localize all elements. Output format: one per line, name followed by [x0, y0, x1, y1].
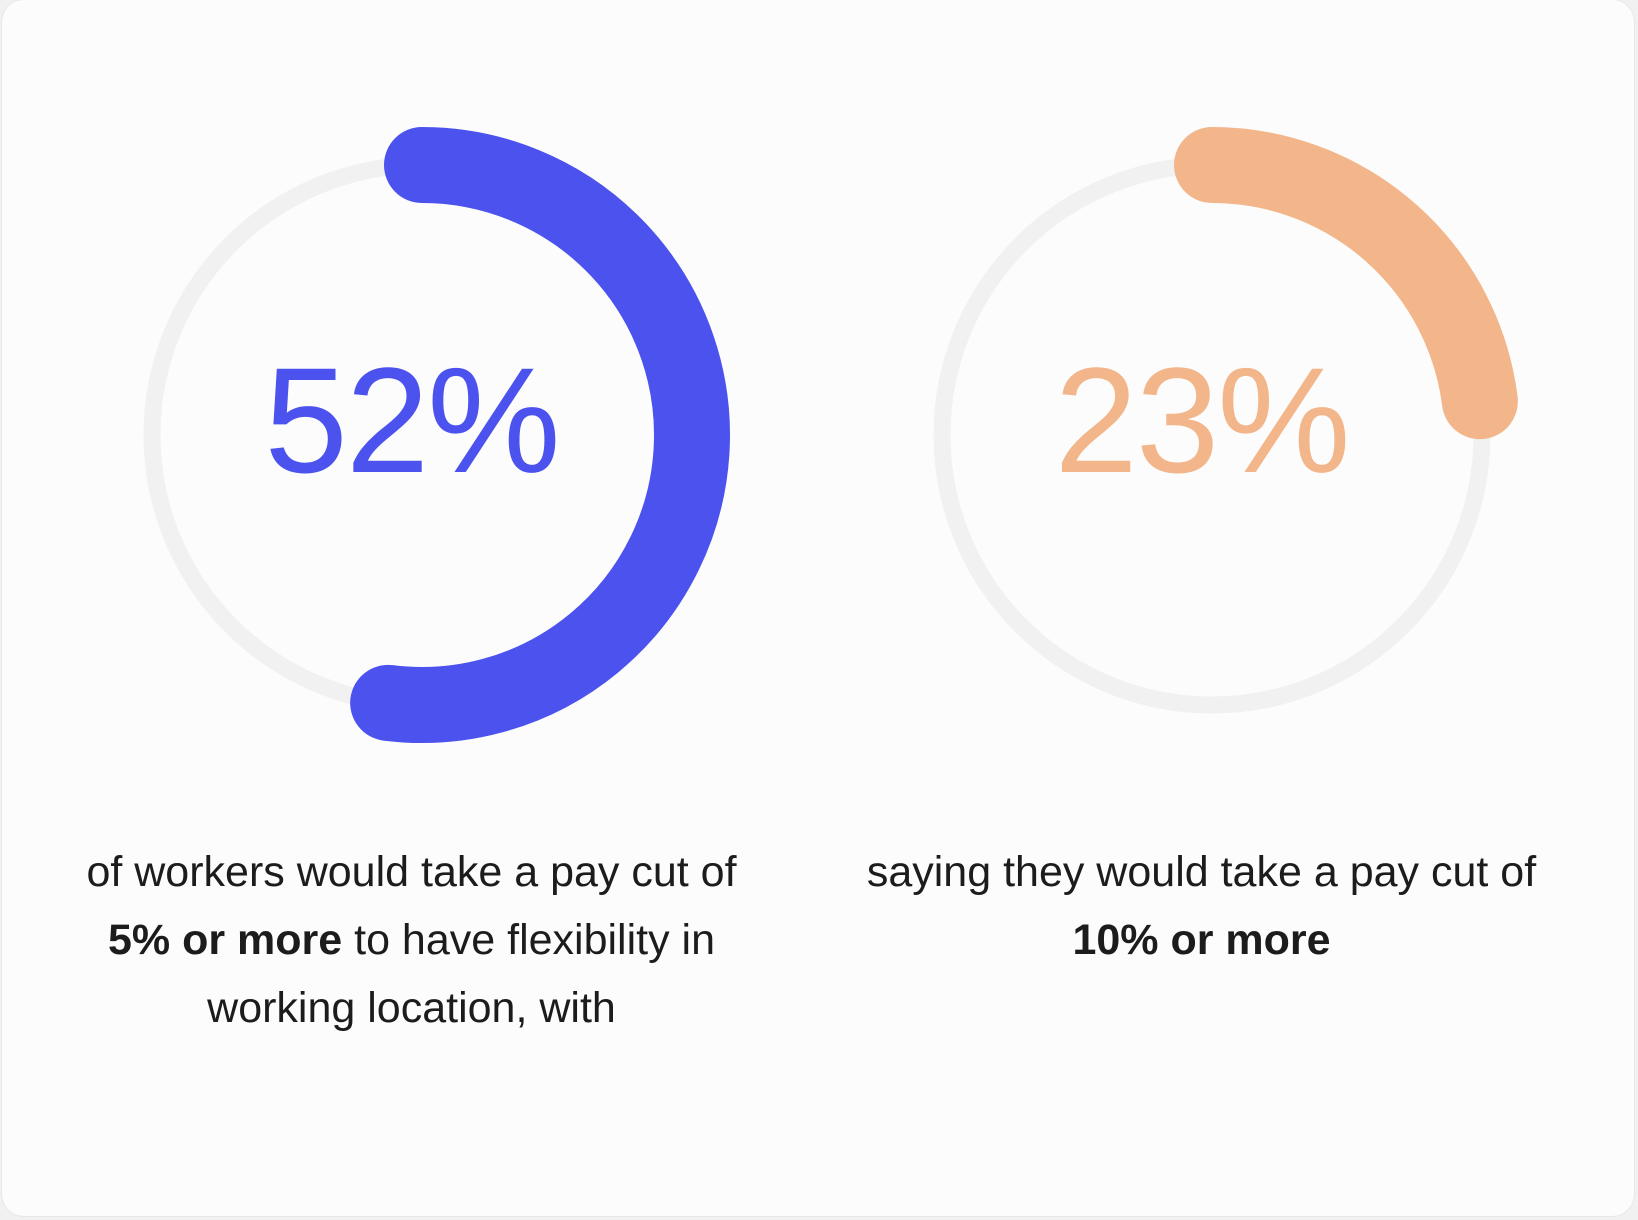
caption-text-end: to have flexibility in working location,…	[207, 916, 716, 1032]
stat-value: 52%	[264, 336, 560, 504]
caption-emphasis: 5% or more	[107, 916, 343, 964]
donut-chart-23	[933, 127, 1518, 714]
donut-arc-value	[350, 127, 730, 743]
stat-panel-workers-pay-cut: 52% of workers would take a pay cut of 5…	[2, 0, 821, 1216]
stat-value: 23%	[1054, 336, 1350, 504]
stat-caption: saying they would take a pay cut of 10% …	[852, 838, 1551, 974]
donut-chart-52	[143, 127, 730, 743]
caption-text: of workers would take a pay cut of	[86, 848, 737, 896]
caption-text: saying they would take a pay cut of	[866, 848, 1537, 896]
stat-panel-ten-percent-cut: 23% saying they would take a pay cut of …	[792, 0, 1611, 1216]
donut-arc-value	[1174, 127, 1518, 440]
caption-emphasis: 10% or more	[1072, 916, 1331, 964]
stat-caption: of workers would take a pay cut of 5% or…	[62, 838, 761, 1042]
